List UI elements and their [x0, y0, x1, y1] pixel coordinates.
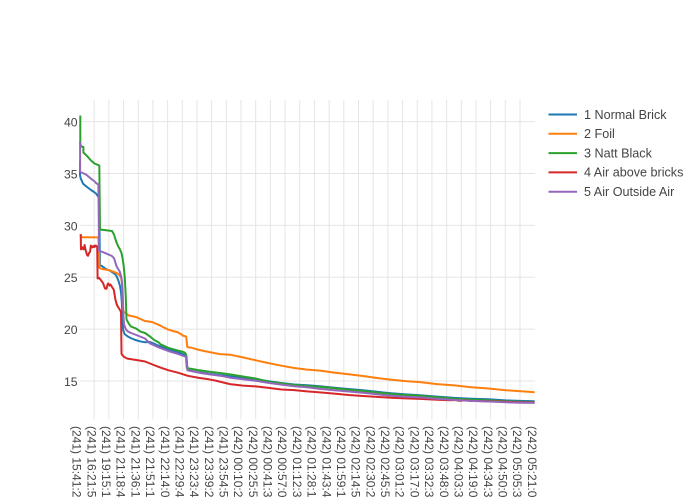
svg-text:(242) 02:30:2: (242) 02:30:2 [363, 426, 377, 498]
svg-text:(242) 00:57:0: (242) 00:57:0 [275, 426, 289, 498]
svg-text:25: 25 [64, 271, 78, 285]
svg-text:(242) 05:05:3: (242) 05:05:3 [510, 426, 524, 498]
svg-text:1 Normal Brick: 1 Normal Brick [584, 108, 667, 122]
svg-text:40: 40 [64, 116, 78, 130]
svg-text:(241) 21:36:1: (241) 21:36:1 [128, 426, 142, 498]
svg-text:(242) 04:19:0: (242) 04:19:0 [466, 426, 480, 498]
svg-text:(242) 00:25:5: (242) 00:25:5 [246, 426, 260, 498]
svg-text:(241) 22:29:4: (241) 22:29:4 [172, 426, 186, 498]
svg-text:(241) 15:41:2: (241) 15:41:2 [70, 426, 84, 498]
svg-text:(241) 19:15:1: (241) 19:15:1 [99, 426, 113, 498]
svg-text:20: 20 [64, 323, 78, 337]
svg-text:(242) 00:41:3: (242) 00:41:3 [261, 426, 275, 498]
svg-text:(242) 04:03:3: (242) 04:03:3 [451, 426, 465, 498]
svg-text:4 Air above bricks: 4 Air above bricks [584, 166, 683, 180]
svg-text:(242) 03:17:0: (242) 03:17:0 [407, 426, 421, 498]
svg-text:(241) 23:54:5: (241) 23:54:5 [217, 426, 231, 498]
svg-text:(241) 23:39:2: (241) 23:39:2 [202, 426, 216, 498]
svg-text:(242) 02:45:5: (242) 02:45:5 [378, 426, 392, 498]
svg-text:(242) 01:12:3: (242) 01:12:3 [290, 426, 304, 498]
svg-text:5 Air Outside Air: 5 Air Outside Air [584, 185, 674, 199]
svg-text:(242) 04:50:0: (242) 04:50:0 [495, 426, 509, 498]
svg-text:(242) 05:21:0: (242) 05:21:0 [525, 426, 539, 498]
svg-text:(241) 21:51:1: (241) 21:51:1 [143, 426, 157, 498]
svg-text:15: 15 [64, 375, 78, 389]
svg-text:30: 30 [64, 219, 78, 233]
svg-text:(242) 01:43:4: (242) 01:43:4 [319, 426, 333, 498]
svg-text:(242) 04:34:3: (242) 04:34:3 [481, 426, 495, 498]
svg-text:(241) 22:14:0: (241) 22:14:0 [158, 426, 172, 498]
svg-text:(241) 21:18:4: (241) 21:18:4 [114, 426, 128, 498]
svg-text:3 Natt Black: 3 Natt Black [584, 146, 653, 160]
svg-text:(242) 01:28:1: (242) 01:28:1 [305, 426, 319, 498]
svg-text:(242) 00:10:2: (242) 00:10:2 [231, 426, 245, 498]
svg-text:(242) 01:59:1: (242) 01:59:1 [334, 426, 348, 498]
svg-text:(241) 23:23:4: (241) 23:23:4 [187, 426, 201, 498]
svg-text:(242) 03:48:0: (242) 03:48:0 [437, 426, 451, 498]
svg-text:(242) 02:14:5: (242) 02:14:5 [349, 426, 363, 498]
svg-text:(242) 03:01:2: (242) 03:01:2 [393, 426, 407, 498]
svg-text:(241) 16:21:5: (241) 16:21:5 [84, 426, 98, 498]
svg-text:35: 35 [64, 168, 78, 182]
svg-text:(242) 03:32:3: (242) 03:32:3 [422, 426, 436, 498]
svg-text:2 Foil: 2 Foil [584, 127, 615, 141]
